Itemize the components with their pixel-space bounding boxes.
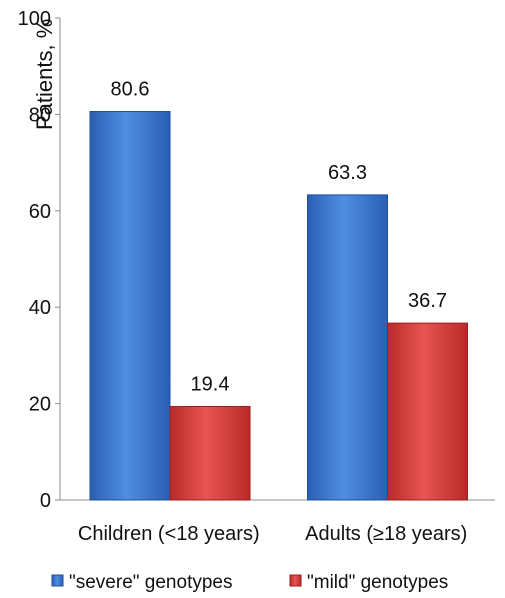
- legend-label: "severe" genotypes: [69, 572, 232, 593]
- bar: [307, 194, 388, 501]
- legend: "severe" genotypes "mild" genotypes: [51, 572, 448, 593]
- data-labels: 80.6 19.4 63.3 36.7: [111, 79, 447, 396]
- data-label: 36.7: [408, 290, 447, 312]
- y-ticks: 0 20 40 60 80 100: [18, 8, 60, 512]
- legend-swatch: [289, 574, 302, 587]
- legend-label: "mild" genotypes: [307, 572, 448, 593]
- data-label: 63.3: [328, 162, 367, 184]
- bar: [387, 322, 468, 501]
- y-tick-label: 80: [29, 104, 51, 126]
- y-tick-label: 60: [29, 201, 51, 223]
- y-axis-title: Patients, %: [32, 19, 57, 130]
- y-tick-label: 40: [29, 297, 51, 319]
- data-label: 19.4: [191, 373, 230, 395]
- legend-swatch: [51, 574, 64, 587]
- y-tick-label: 20: [29, 394, 51, 416]
- bars: [89, 111, 468, 501]
- category-labels: Children (<18 years) Adults (≥18 years): [78, 523, 467, 545]
- category-label: Adults (≥18 years): [305, 523, 467, 545]
- bar: [89, 111, 171, 501]
- category-label: Children (<18 years): [78, 523, 260, 545]
- y-tick-label: 100: [18, 8, 51, 30]
- y-tick-label: 0: [40, 490, 51, 512]
- bar: [169, 405, 251, 501]
- data-label: 80.6: [111, 79, 150, 101]
